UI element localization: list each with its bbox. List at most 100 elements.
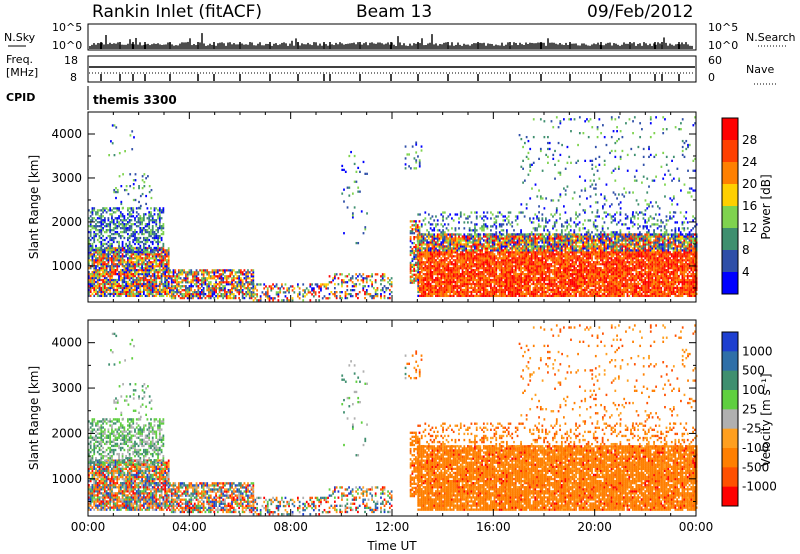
power-cell bbox=[438, 284, 441, 288]
power-cell bbox=[130, 259, 133, 262]
power-cell bbox=[151, 274, 154, 278]
power-cell bbox=[118, 274, 120, 278]
power-cell bbox=[263, 293, 266, 296]
power-cell bbox=[172, 292, 175, 296]
power-cell bbox=[465, 265, 467, 268]
power-cell bbox=[357, 186, 360, 189]
power-cell bbox=[107, 247, 110, 250]
power-cell bbox=[155, 286, 158, 290]
power-cell bbox=[107, 278, 110, 282]
power-cell bbox=[479, 257, 482, 260]
power-cell bbox=[128, 234, 131, 238]
nsky-right-tick-top: 10^5 bbox=[708, 21, 738, 34]
power-cell bbox=[529, 284, 531, 288]
power-cell bbox=[529, 241, 531, 244]
power-cell bbox=[98, 253, 101, 256]
power-cell bbox=[465, 294, 467, 298]
power-cell bbox=[155, 280, 158, 284]
power-cell bbox=[114, 284, 117, 288]
power-cell bbox=[183, 285, 186, 288]
power-cell bbox=[158, 282, 161, 286]
power-cell bbox=[520, 255, 522, 258]
power-cell bbox=[440, 278, 443, 282]
power-cell bbox=[127, 253, 129, 256]
power-cell bbox=[172, 289, 175, 292]
power-cell bbox=[433, 292, 436, 296]
power-cell bbox=[477, 237, 480, 240]
power-cell bbox=[343, 232, 345, 235]
power-cell bbox=[153, 234, 156, 238]
power-cell bbox=[422, 263, 425, 266]
power-cell bbox=[190, 269, 193, 272]
power-cell bbox=[266, 295, 269, 298]
power-cell bbox=[151, 292, 154, 296]
power-cell bbox=[88, 270, 90, 274]
power-cell bbox=[376, 287, 379, 290]
power-cell bbox=[157, 215, 159, 218]
power-cell bbox=[125, 188, 128, 192]
power-cell bbox=[272, 287, 274, 290]
power-cell bbox=[100, 261, 103, 264]
power-cell bbox=[119, 259, 122, 262]
power-cell bbox=[314, 283, 317, 286]
power-cell bbox=[420, 286, 423, 290]
power-cell bbox=[468, 251, 471, 254]
power-cell bbox=[475, 288, 478, 292]
power-cell bbox=[128, 274, 131, 278]
power-cell bbox=[468, 263, 471, 266]
power-cell bbox=[89, 280, 92, 284]
power-cell bbox=[151, 255, 154, 258]
power-cell bbox=[445, 272, 448, 276]
power-cell bbox=[537, 294, 540, 298]
power-cell bbox=[506, 233, 508, 236]
power-cell bbox=[484, 282, 487, 286]
power-cell bbox=[513, 282, 515, 286]
power-cell bbox=[227, 291, 230, 294]
power-cell bbox=[179, 296, 182, 300]
power-cell bbox=[105, 225, 108, 228]
power-cell bbox=[183, 271, 186, 274]
power-cell bbox=[123, 225, 126, 228]
power-cell bbox=[127, 217, 129, 220]
power-cell bbox=[103, 217, 106, 220]
power-cell bbox=[521, 251, 524, 254]
power-cell bbox=[436, 237, 439, 240]
power-cell bbox=[479, 284, 482, 288]
power-cell bbox=[491, 290, 494, 294]
power-cell bbox=[500, 267, 503, 270]
power-cell bbox=[518, 265, 521, 268]
power-cell bbox=[137, 265, 140, 268]
power-cell bbox=[112, 247, 115, 250]
power-cell bbox=[120, 200, 123, 204]
power-cell bbox=[493, 270, 496, 274]
power-cell bbox=[132, 261, 135, 264]
power-cell bbox=[525, 243, 528, 246]
power-cell bbox=[146, 247, 149, 250]
power-cell bbox=[112, 221, 115, 224]
power-cell bbox=[142, 251, 145, 254]
power-cell bbox=[241, 292, 244, 296]
power-cell bbox=[511, 261, 514, 264]
power-cell bbox=[509, 292, 512, 296]
power-cell bbox=[447, 263, 450, 266]
power-cell bbox=[475, 251, 478, 254]
power-cell bbox=[134, 292, 136, 296]
power-cell bbox=[433, 243, 436, 246]
power-cell bbox=[520, 292, 522, 296]
power-cell bbox=[523, 280, 526, 284]
power-cell bbox=[456, 241, 459, 244]
power-cell bbox=[452, 237, 455, 240]
power-cell bbox=[121, 240, 124, 244]
power-cell bbox=[169, 269, 171, 272]
power-cell bbox=[513, 265, 515, 268]
power-cell bbox=[174, 271, 177, 274]
power-cell bbox=[240, 271, 242, 274]
power-cell bbox=[529, 292, 531, 296]
power-cell bbox=[123, 272, 126, 276]
power-cell bbox=[468, 265, 471, 268]
power-cell bbox=[481, 263, 483, 266]
power-cell bbox=[465, 237, 467, 240]
power-cell bbox=[96, 290, 99, 294]
power-cell bbox=[532, 270, 535, 274]
power-cell bbox=[534, 233, 537, 236]
